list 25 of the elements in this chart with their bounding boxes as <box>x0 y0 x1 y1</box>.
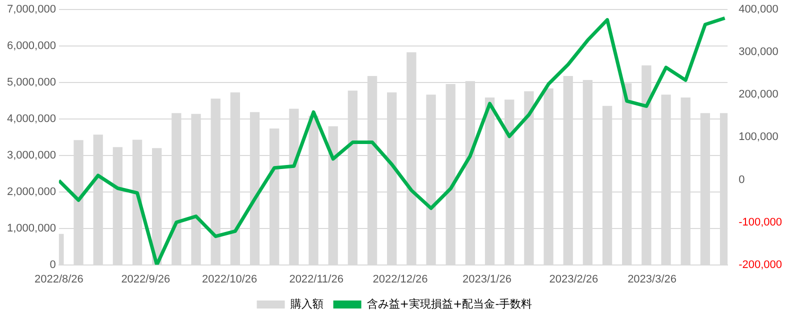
y-tick-label: 4,000,000 <box>7 113 56 126</box>
x-tick-label: 2022/12/26 <box>372 273 428 286</box>
x-tick-label: 2023/3/26 <box>628 273 677 286</box>
y-tick-label: 7,000,000 <box>7 4 56 16</box>
x-tick-label: 2023/1/26 <box>462 273 512 286</box>
x-tick-label: 2022/11/26 <box>289 273 344 286</box>
y2-tick-label: 200,000 <box>738 88 778 101</box>
y2-tick-label: 100,000 <box>738 131 778 144</box>
legend-label: 含み益+実現損益+配当金-手数料 <box>366 297 532 310</box>
x-tick-label: 2022/9/26 <box>121 273 170 286</box>
y2-tick-label: 0 <box>738 174 745 186</box>
y-tick-label: 5,000,000 <box>7 76 56 89</box>
x-tick-label: 2023/2/26 <box>549 273 598 286</box>
legend-label: 購入額 <box>290 297 324 310</box>
y2-tick-label: -200,000 <box>738 258 782 271</box>
y2-tick-label: 400,000 <box>738 4 778 16</box>
x-tick-label: 2022/10/26 <box>202 273 258 286</box>
y-tick-label: 3,000,000 <box>7 149 56 162</box>
y2-tick-label: 300,000 <box>738 46 778 58</box>
x-tick-label: 2022/8/26 <box>34 273 84 286</box>
y2-tick-label: -100,000 <box>738 216 782 228</box>
y-tick-label: 2,000,000 <box>7 186 56 198</box>
y-tick-label: 1,000,000 <box>7 222 56 234</box>
y-tick-label: 0 <box>50 258 56 271</box>
y-tick-label: 6,000,000 <box>7 40 56 52</box>
